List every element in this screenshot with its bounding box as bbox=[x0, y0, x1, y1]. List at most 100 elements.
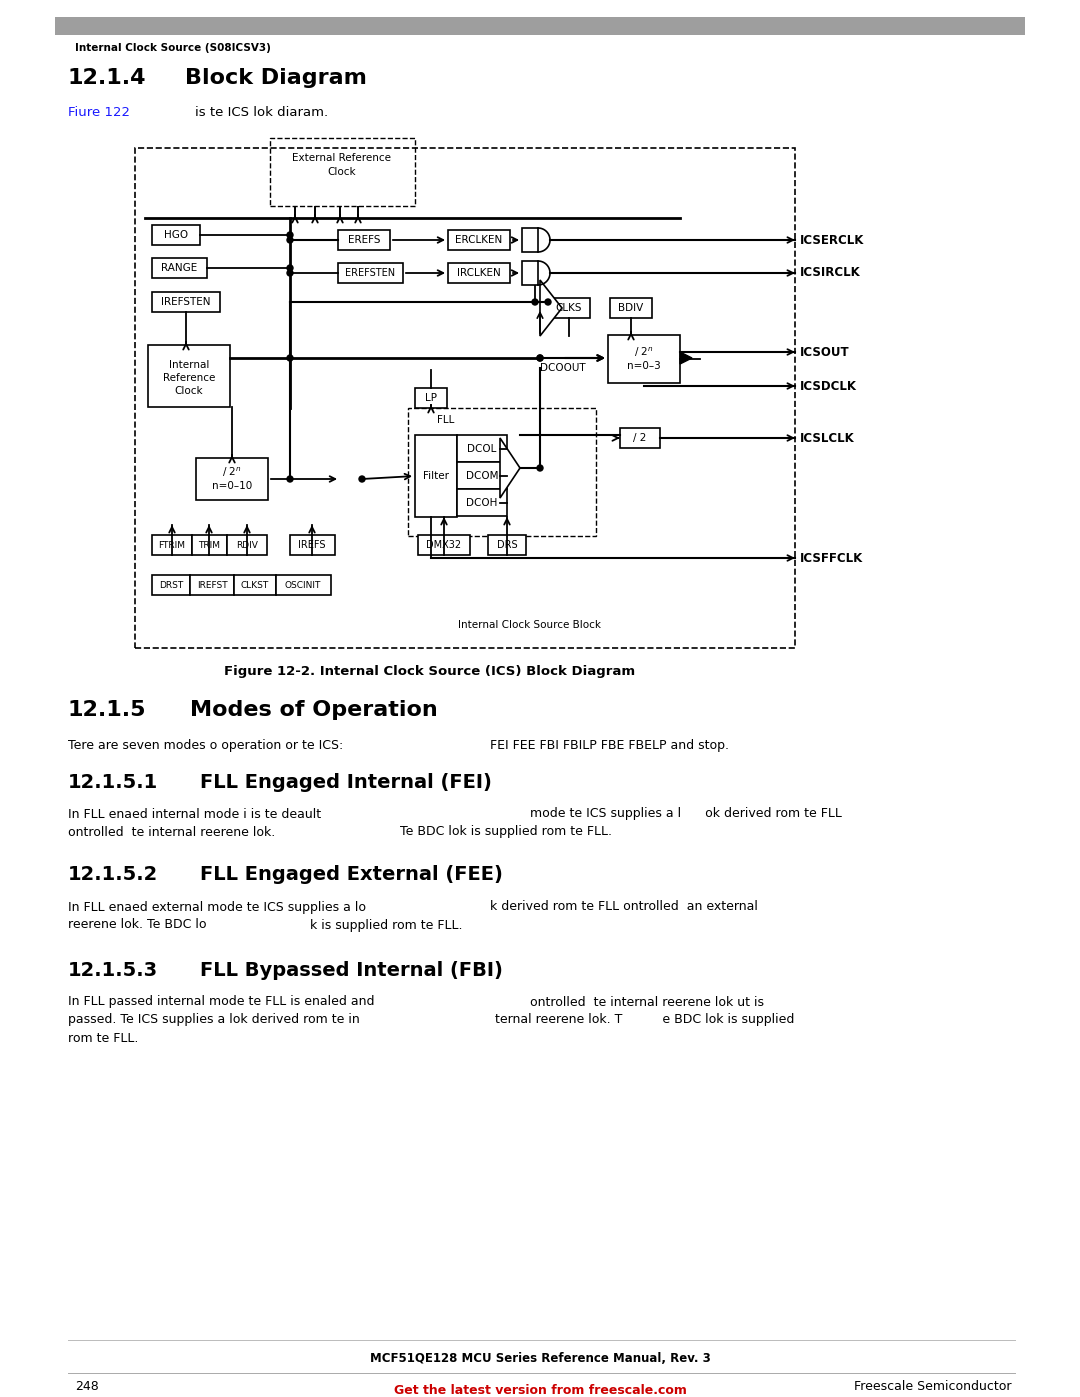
Text: ICSFFCLK: ICSFFCLK bbox=[800, 552, 863, 564]
Text: n=0–10: n=0–10 bbox=[212, 481, 252, 490]
Text: / 2$^n$: / 2$^n$ bbox=[634, 345, 653, 359]
Text: 12.1.5.2: 12.1.5.2 bbox=[68, 866, 159, 884]
Circle shape bbox=[287, 476, 293, 482]
Circle shape bbox=[537, 355, 543, 360]
Text: Clock: Clock bbox=[327, 168, 356, 177]
Text: ICSDCLK: ICSDCLK bbox=[800, 380, 858, 393]
Text: MCF51QE128 MCU Series Reference Manual, Rev. 3: MCF51QE128 MCU Series Reference Manual, … bbox=[369, 1351, 711, 1365]
Text: FLL: FLL bbox=[437, 415, 455, 425]
Bar bbox=[338, 263, 403, 284]
Text: CLKS: CLKS bbox=[556, 303, 582, 313]
Text: LP: LP bbox=[426, 393, 437, 402]
Text: Te BDC lok is supplied rom te FLL.: Te BDC lok is supplied rom te FLL. bbox=[400, 826, 612, 838]
Text: DCOL: DCOL bbox=[468, 444, 497, 454]
Text: Figure 12-2. Internal Clock Source (ICS) Block Diagram: Figure 12-2. Internal Clock Source (ICS)… bbox=[225, 665, 635, 679]
Text: ICSIRCLK: ICSIRCLK bbox=[800, 267, 861, 279]
Text: Internal Clock Source Block: Internal Clock Source Block bbox=[459, 620, 602, 630]
Text: EREFS: EREFS bbox=[348, 235, 380, 244]
Text: FLL Engaged External (FEE): FLL Engaged External (FEE) bbox=[200, 866, 503, 884]
Text: Modes of Operation: Modes of Operation bbox=[190, 700, 437, 719]
Text: CLKST: CLKST bbox=[241, 581, 269, 590]
Text: FTRIM: FTRIM bbox=[159, 541, 186, 549]
Text: Internal: Internal bbox=[168, 360, 210, 370]
Bar bbox=[522, 228, 538, 251]
Text: k is supplied rom te FLL.: k is supplied rom te FLL. bbox=[310, 918, 462, 932]
Text: RANGE: RANGE bbox=[161, 263, 198, 272]
Text: IREFS: IREFS bbox=[298, 541, 326, 550]
Text: FEI FEE FBI FBILP FBE FBELP and stop.: FEI FEE FBI FBILP FBE FBELP and stop. bbox=[490, 739, 729, 752]
Polygon shape bbox=[500, 439, 519, 497]
Text: Tere are seven modes o operation or te ICS:: Tere are seven modes o operation or te I… bbox=[68, 739, 343, 752]
Text: FLL Bypassed Internal (FBI): FLL Bypassed Internal (FBI) bbox=[200, 961, 503, 979]
Bar bbox=[448, 231, 510, 250]
Bar bbox=[338, 231, 390, 250]
Bar bbox=[152, 535, 192, 555]
Text: DMX32: DMX32 bbox=[427, 541, 461, 550]
Circle shape bbox=[287, 355, 293, 360]
Text: mode te ICS supplies a l      ok derived rom te FLL: mode te ICS supplies a l ok derived rom … bbox=[530, 807, 842, 820]
Circle shape bbox=[287, 232, 293, 237]
Bar bbox=[415, 434, 457, 517]
Text: ternal reerene lok. T          e BDC lok is supplied: ternal reerene lok. T e BDC lok is suppl… bbox=[495, 1013, 795, 1027]
Text: 12.1.4: 12.1.4 bbox=[68, 68, 147, 88]
Polygon shape bbox=[680, 352, 692, 365]
Text: DCOOUT: DCOOUT bbox=[540, 363, 585, 373]
Bar bbox=[190, 576, 234, 595]
Text: IREFST: IREFST bbox=[197, 581, 227, 590]
Text: DRS: DRS bbox=[497, 541, 517, 550]
Text: / 2: / 2 bbox=[633, 433, 647, 443]
Bar bbox=[457, 489, 507, 515]
Bar bbox=[608, 335, 680, 383]
Text: IREFSTEN: IREFSTEN bbox=[161, 298, 211, 307]
Circle shape bbox=[545, 299, 551, 305]
Circle shape bbox=[287, 237, 293, 243]
Text: is te ICS lok diaram.: is te ICS lok diaram. bbox=[195, 106, 328, 120]
Bar bbox=[270, 138, 415, 205]
Text: RDIV: RDIV bbox=[237, 541, 258, 549]
Circle shape bbox=[537, 355, 543, 360]
Text: In FLL enaed internal mode i is te deault: In FLL enaed internal mode i is te deaul… bbox=[68, 807, 321, 820]
Bar bbox=[457, 462, 507, 489]
Polygon shape bbox=[540, 279, 562, 337]
Bar bbox=[227, 535, 267, 555]
Bar bbox=[620, 427, 660, 448]
Circle shape bbox=[537, 465, 543, 471]
Text: 248: 248 bbox=[75, 1380, 98, 1393]
Bar bbox=[192, 535, 227, 555]
Text: ICSERCLK: ICSERCLK bbox=[800, 233, 864, 246]
Bar bbox=[152, 576, 190, 595]
Text: IRCLKEN: IRCLKEN bbox=[457, 268, 501, 278]
Text: ontrolled  te internal reerene lok ut is: ontrolled te internal reerene lok ut is bbox=[530, 996, 764, 1009]
Text: DRST: DRST bbox=[159, 581, 184, 590]
Bar bbox=[610, 298, 652, 319]
Bar bbox=[148, 345, 230, 407]
Text: ontrolled  te internal reerene lok.: ontrolled te internal reerene lok. bbox=[68, 826, 275, 838]
Text: In FLL enaed external mode te ICS supplies a lo: In FLL enaed external mode te ICS suppli… bbox=[68, 901, 366, 914]
Text: n=0–3: n=0–3 bbox=[627, 360, 661, 372]
Bar bbox=[152, 292, 220, 312]
Bar bbox=[408, 408, 596, 536]
Polygon shape bbox=[55, 17, 1025, 35]
Text: Filter: Filter bbox=[423, 471, 449, 481]
Text: ICSLCLK: ICSLCLK bbox=[800, 432, 854, 444]
Text: EREFSTEN: EREFSTEN bbox=[345, 268, 395, 278]
Bar bbox=[548, 298, 590, 319]
Circle shape bbox=[359, 476, 365, 482]
Text: Fiure 122: Fiure 122 bbox=[68, 106, 130, 120]
Bar bbox=[457, 434, 507, 462]
Bar bbox=[448, 263, 510, 284]
Text: DCOH: DCOH bbox=[467, 497, 498, 509]
Bar bbox=[291, 535, 335, 555]
Text: In FLL passed internal mode te FLL is enaled and: In FLL passed internal mode te FLL is en… bbox=[68, 996, 375, 1009]
Bar bbox=[152, 225, 200, 244]
Text: rom te FLL.: rom te FLL. bbox=[68, 1031, 138, 1045]
Text: / 2$^n$: / 2$^n$ bbox=[222, 465, 242, 479]
Text: Block Diagram: Block Diagram bbox=[185, 68, 367, 88]
Bar bbox=[522, 261, 538, 285]
Text: Internal Clock Source (S08ICSV3): Internal Clock Source (S08ICSV3) bbox=[75, 43, 271, 53]
Text: 12.1.5.3: 12.1.5.3 bbox=[68, 961, 158, 979]
Bar bbox=[152, 258, 207, 278]
Bar bbox=[276, 576, 330, 595]
Text: DCOM: DCOM bbox=[465, 471, 498, 481]
Bar bbox=[488, 535, 526, 555]
